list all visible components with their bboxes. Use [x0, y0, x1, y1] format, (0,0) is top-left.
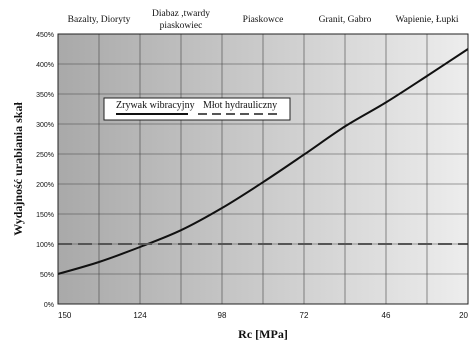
y-tick-label-0: 0% — [44, 302, 54, 309]
y-tick-label-4: 200% — [36, 182, 54, 189]
rock-type-label-0: Bazalty, Dioryty — [68, 15, 131, 25]
series-line-0 — [57, 48, 469, 275]
x-tick-label-5: 20 — [459, 311, 468, 320]
y-tick-labels: 0% 50% 100% 150% 200% 250% 300% 350% 400% 450% — [36, 32, 54, 309]
y-tick-label-7: 350% — [36, 92, 54, 99]
x-axis-label: Rc [MPa] — [238, 327, 288, 341]
legend-label-1: Młot hydrauliczny — [203, 100, 277, 111]
rock-type-label-1: Diabaz ,twardy piaskowiec — [152, 9, 210, 31]
y-tick-label-3: 150% — [36, 212, 54, 219]
x-tick-label-2: 98 — [218, 311, 227, 320]
y-axis-label: Wydajność urabiania skał — [11, 102, 25, 236]
y-tick-label-9: 450% — [36, 32, 54, 39]
series-layer — [57, 48, 469, 275]
legend-label-0: Zrywak wibracyjny — [116, 100, 195, 111]
x-tick-labels: 150 124 98 72 46 20 — [58, 311, 469, 320]
y-tick-label-1: 50% — [40, 272, 54, 279]
x-tick-label-4: 46 — [382, 311, 391, 320]
rock-type-label-4: Wapienie, Łupki — [395, 15, 458, 25]
plot-frame — [57, 33, 469, 305]
rock-type-label-2: Piaskowce — [243, 15, 284, 25]
y-tick-label-5: 250% — [36, 152, 54, 159]
y-tick-label-8: 400% — [36, 62, 54, 69]
y-tick-label-2: 100% — [36, 242, 54, 249]
rock-type-label-3: Granit, Gabro — [319, 15, 372, 25]
x-tick-label-1: 124 — [133, 311, 147, 320]
x-tick-label-0: 150 — [58, 311, 72, 320]
rock-type-labels: Bazalty, Dioryty Diabaz ,twardy piaskowiec… — [68, 9, 459, 31]
y-tick-label-6: 300% — [36, 122, 54, 129]
legend: Zrywak wibracyjny Młot hydrauliczny — [103, 97, 291, 121]
x-tick-label-3: 72 — [300, 311, 309, 320]
